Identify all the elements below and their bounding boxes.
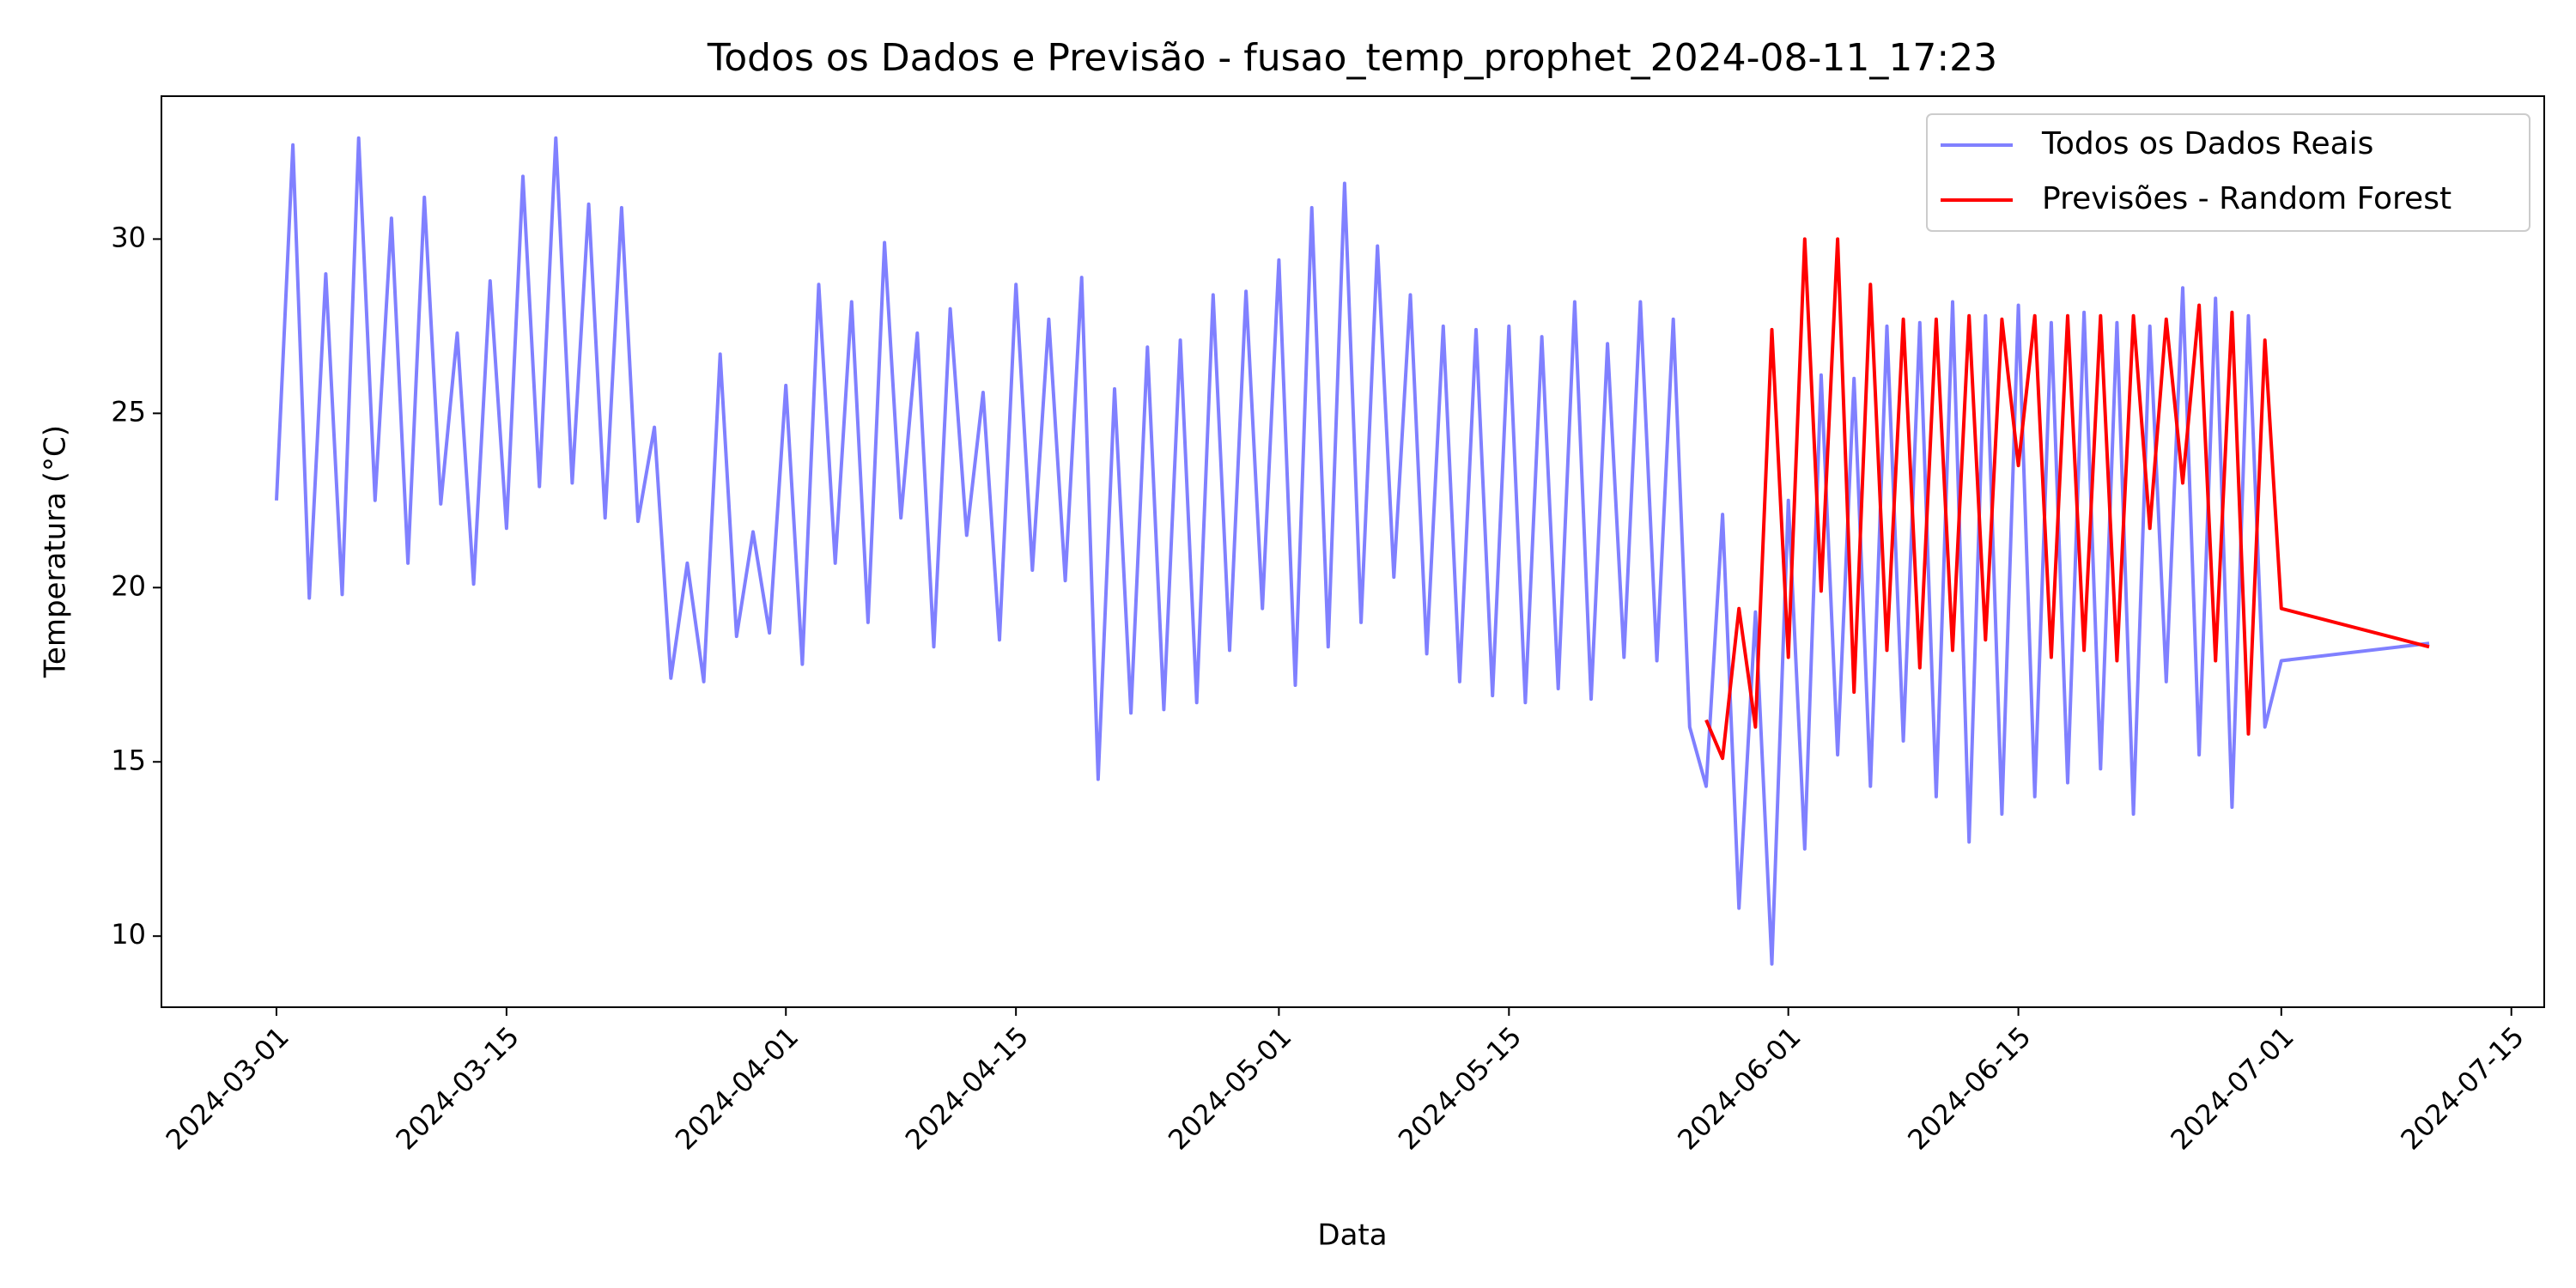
legend-label: Todos os Dados Reais: [2041, 126, 2373, 161]
data-line: [275, 136, 2430, 966]
chart-title: Todos os Dados e Previsão - fusao_temp_p…: [707, 36, 1997, 80]
legend-box: [1926, 113, 2530, 232]
y-tick-label: 25: [111, 395, 146, 428]
y-tick-label: 15: [111, 744, 146, 776]
y-axis-label: Temperatura (°C): [39, 425, 73, 678]
legend-label: Previsões - Random Forest: [2042, 181, 2451, 216]
data-line: [1704, 237, 2430, 761]
y-tick-label: 30: [111, 221, 146, 253]
plot-frame: [161, 95, 2545, 1008]
y-tick-label: 10: [111, 918, 146, 951]
x-axis-label: Data: [1317, 1218, 1387, 1253]
y-tick-label: 20: [111, 569, 146, 602]
